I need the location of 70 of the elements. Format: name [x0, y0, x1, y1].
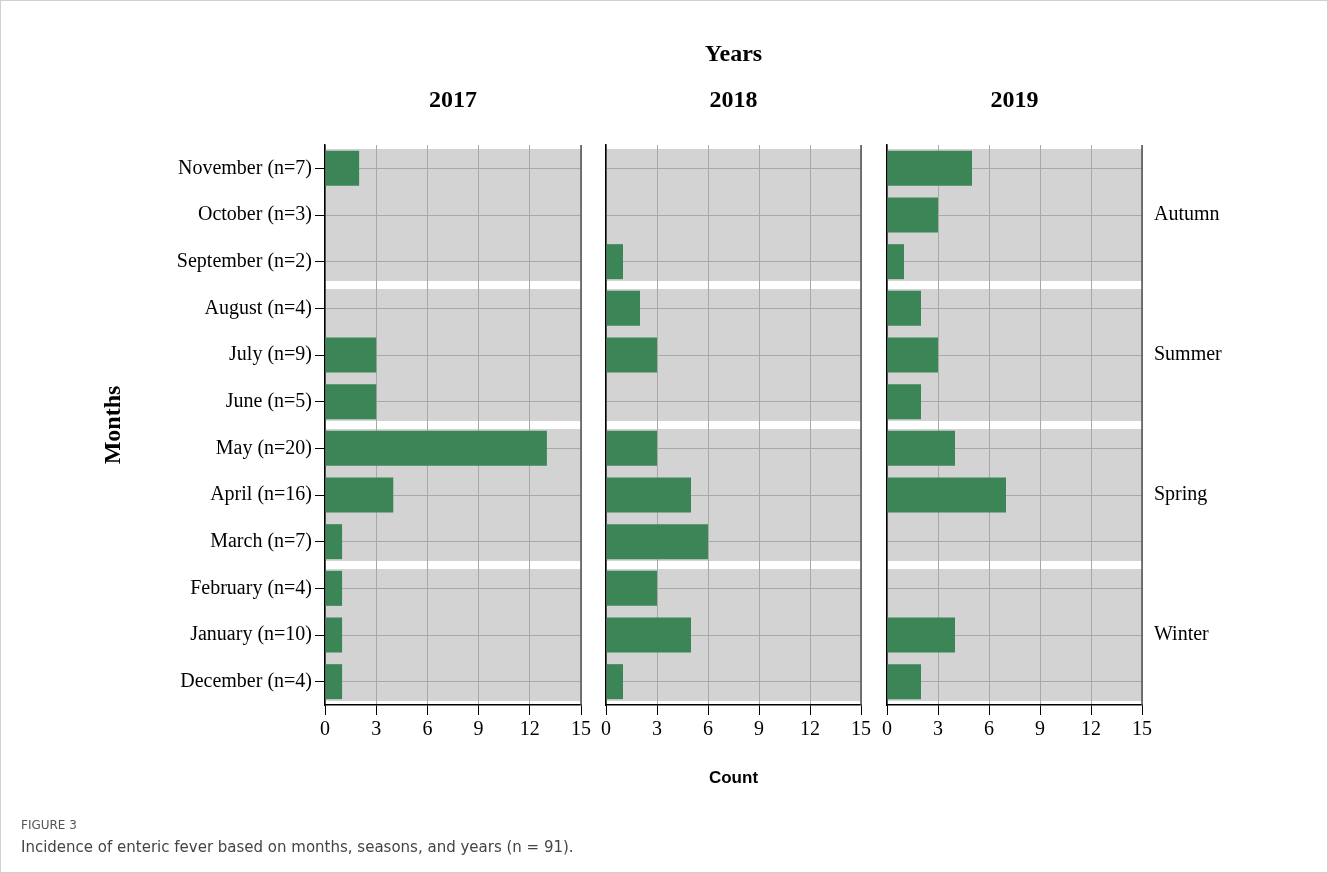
- bar: [325, 570, 343, 606]
- bar: [606, 290, 640, 326]
- y-tick-label: October (n=3): [197, 202, 312, 226]
- y-tick-label: May (n=20): [215, 435, 312, 459]
- x-tick-label: 12: [519, 717, 540, 740]
- x-tick-label: 12: [800, 717, 820, 740]
- x-tick-label: 9: [473, 717, 484, 740]
- x-tick-label: 12: [1081, 717, 1101, 740]
- y-tick-label: June (n=5): [225, 388, 312, 412]
- y-tick-label: July (n=9): [229, 342, 312, 366]
- bar: [606, 477, 691, 513]
- bar: [606, 244, 623, 280]
- x-tick-label: 15: [571, 717, 591, 740]
- text: Incidence of enteric fever based on months, seasons, and years (n = 91).: [21, 838, 574, 856]
- bar: [887, 384, 921, 420]
- y-tick-label: September (n=2): [176, 248, 312, 272]
- bar: [887, 664, 921, 700]
- x-axis-title: Count: [708, 768, 759, 788]
- bar: [887, 337, 938, 373]
- bar: [887, 617, 955, 653]
- band-label: Summer: [1154, 342, 1223, 365]
- y-tick-label: November (n=7): [177, 155, 312, 179]
- x-tick-label: 6: [984, 717, 994, 740]
- y-tick-label: January (n=10): [190, 622, 312, 646]
- y-tick-label: February (n=4): [190, 575, 312, 599]
- caption: FIGURE 3: [21, 818, 77, 832]
- bar: [325, 384, 377, 420]
- bar: [887, 197, 938, 233]
- bar: [606, 524, 708, 560]
- y-axis-title: Months: [98, 385, 125, 465]
- bar: [325, 430, 547, 466]
- bar: [606, 664, 623, 700]
- y-tick-label: March (n=7): [210, 528, 312, 552]
- bar: [325, 664, 343, 700]
- bar: [887, 477, 1006, 513]
- band-label: Winter: [1154, 622, 1210, 645]
- x-tick-label: 15: [851, 717, 871, 740]
- bar: [606, 430, 657, 466]
- x-tick-label: 15: [1132, 717, 1152, 740]
- chart-title: 2019: [990, 86, 1039, 113]
- band-label: Autumn: [1154, 202, 1220, 225]
- x-tick-label: 6: [422, 717, 433, 740]
- bar: [325, 524, 343, 560]
- x-tick-label: 0: [882, 717, 892, 740]
- y-tick-label: August (n=4): [204, 295, 312, 319]
- bar: [887, 290, 921, 326]
- band-label: Spring: [1154, 482, 1208, 506]
- x-tick-label: 3: [933, 717, 943, 740]
- bar: [325, 150, 360, 186]
- bar: [325, 337, 377, 373]
- bar: [887, 244, 904, 280]
- x-tick-label: 9: [754, 717, 764, 740]
- x-tick-label: 0: [320, 717, 330, 740]
- x-tick-label: 3: [371, 717, 382, 740]
- y-tick-label: December (n=4): [180, 668, 312, 692]
- bar: [606, 337, 657, 373]
- x-tick-label: 6: [703, 717, 713, 740]
- bar: [606, 570, 657, 606]
- x-tick-label: 3: [652, 717, 662, 740]
- chart-title: 2018: [709, 86, 758, 113]
- chart-title: 2017: [429, 86, 477, 113]
- bar: [325, 617, 343, 653]
- text: Years: [704, 40, 763, 67]
- bar: [325, 477, 394, 513]
- y-tick-label: April (n=16): [210, 482, 312, 506]
- x-tick-label: 0: [601, 717, 611, 740]
- bar: [606, 617, 691, 653]
- x-tick-label: 9: [1035, 717, 1045, 740]
- bar: [887, 150, 972, 186]
- bar: [887, 430, 955, 466]
